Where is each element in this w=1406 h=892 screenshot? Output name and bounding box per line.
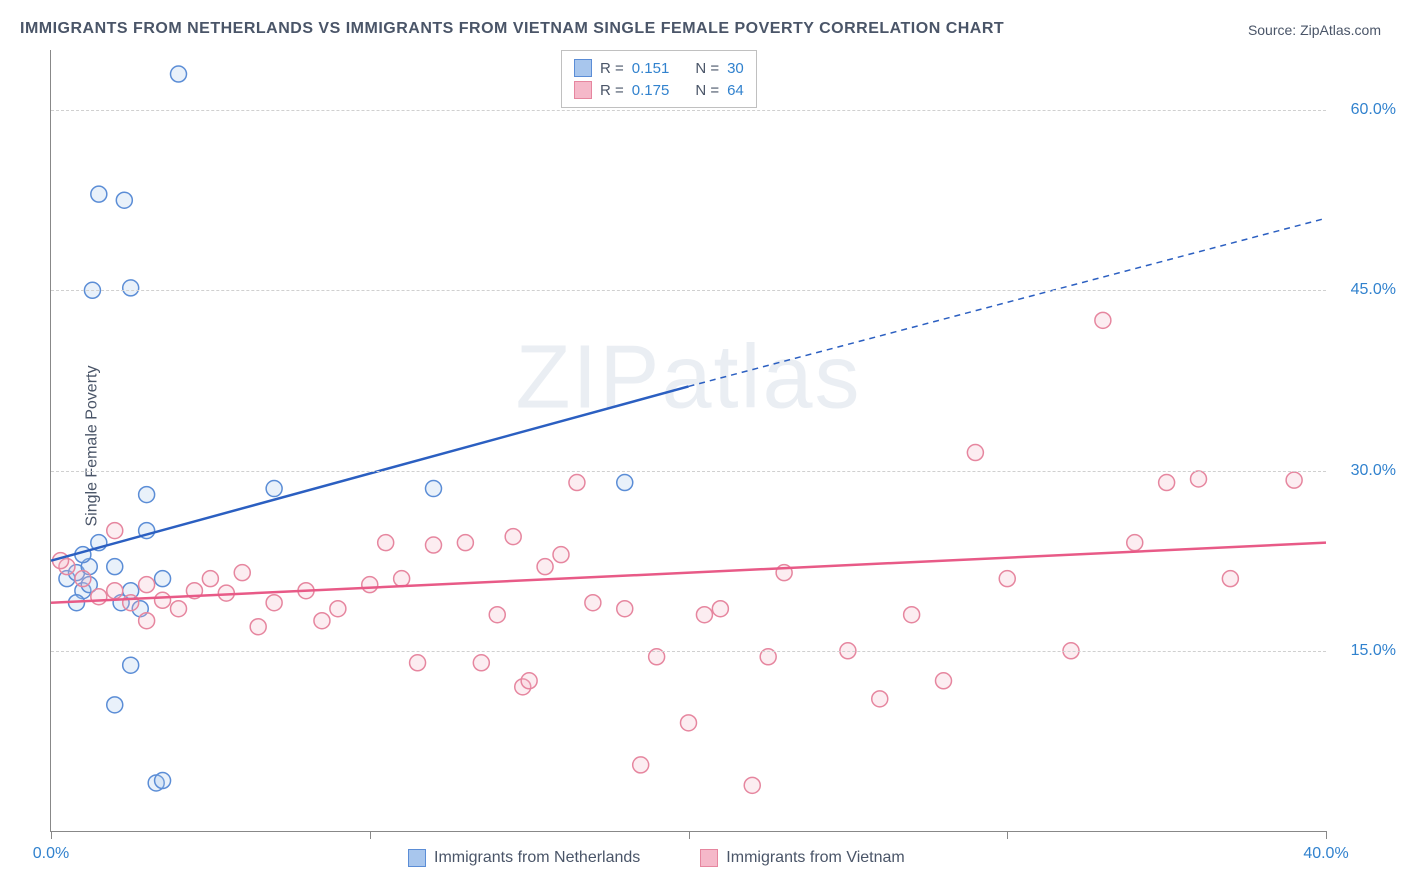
legend-item-vietnam: Immigrants from Vietnam	[700, 849, 904, 867]
legend-label-0: Immigrants from Netherlands	[434, 849, 640, 867]
chart-title: IMMIGRANTS FROM NETHERLANDS VS IMMIGRANT…	[20, 20, 1004, 38]
legend-r-label: R =	[600, 60, 624, 77]
legend-item-netherlands: Immigrants from Netherlands	[408, 849, 640, 867]
series-legend: Immigrants from Netherlands Immigrants f…	[408, 849, 905, 867]
y-tick-label: 15.0%	[1336, 642, 1396, 660]
legend-row-vietnam: R = 0.175 N = 64	[574, 79, 744, 101]
swatch-vietnam-bottom	[700, 849, 718, 867]
x-tick	[370, 831, 371, 839]
swatch-netherlands-bottom	[408, 849, 426, 867]
swatch-vietnam	[574, 81, 592, 99]
x-tick	[689, 831, 690, 839]
legend-n-value-0: 30	[727, 60, 744, 77]
gridline	[51, 471, 1326, 472]
gridline	[51, 290, 1326, 291]
chart-svg	[51, 50, 1326, 831]
y-tick-label: 30.0%	[1336, 462, 1396, 480]
x-tick	[1007, 831, 1008, 839]
legend-n-label: N =	[695, 82, 719, 99]
x-tick-label: 40.0%	[1303, 845, 1348, 863]
legend-r-value-1: 0.175	[632, 82, 670, 99]
legend-r-label: R =	[600, 82, 624, 99]
x-tick	[51, 831, 52, 839]
legend-n-value-1: 64	[727, 82, 744, 99]
correlation-legend: R = 0.151 N = 30 R = 0.175 N = 64	[561, 50, 757, 108]
swatch-netherlands	[574, 59, 592, 77]
source-label: Source: ZipAtlas.com	[1248, 22, 1381, 38]
x-tick	[1326, 831, 1327, 839]
legend-n-label: N =	[695, 60, 719, 77]
legend-r-value-0: 0.151	[632, 60, 670, 77]
y-tick-label: 45.0%	[1336, 281, 1396, 299]
gridline	[51, 651, 1326, 652]
y-tick-label: 60.0%	[1336, 101, 1396, 119]
legend-row-netherlands: R = 0.151 N = 30	[574, 57, 744, 79]
legend-label-1: Immigrants from Vietnam	[726, 849, 904, 867]
gridline	[51, 110, 1326, 111]
plot-area: ZIPatlas R = 0.151 N = 30 R = 0.175 N = …	[50, 50, 1326, 832]
x-tick-label: 0.0%	[33, 845, 69, 863]
